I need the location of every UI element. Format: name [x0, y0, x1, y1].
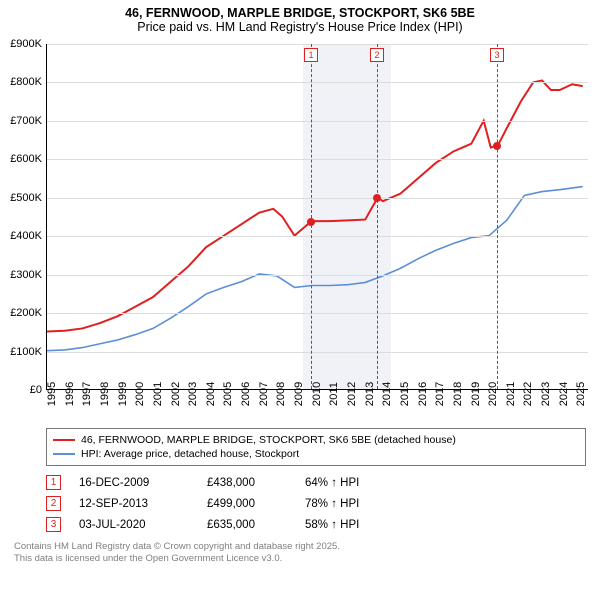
legend-label: 46, FERNWOOD, MARPLE BRIDGE, STOCKPORT, … [81, 434, 456, 446]
y-axis-label: £100K [10, 346, 42, 358]
x-axis-label: 2025 [575, 382, 600, 406]
y-axis-label: £0 [30, 384, 42, 396]
sale-row: 1 16-DEC-2009 £438,000 64% ↑ HPI [46, 472, 586, 493]
series-property [47, 80, 583, 331]
y-axis-label: £600K [10, 153, 42, 165]
legend-swatch-icon [53, 453, 75, 455]
sale-delta: 78% ↑ HPI [305, 498, 359, 510]
sale-date: 12-SEP-2013 [79, 498, 189, 510]
sale-delta: 58% ↑ HPI [305, 519, 359, 531]
y-axis-label: £800K [10, 76, 42, 88]
sale-point-icon [493, 142, 501, 150]
page-subtitle: Price paid vs. HM Land Registry's House … [10, 20, 590, 34]
sale-row: 2 12-SEP-2013 £499,000 78% ↑ HPI [46, 493, 586, 514]
y-axis-label: £500K [10, 192, 42, 204]
y-axis-label: £200K [10, 307, 42, 319]
sale-marker-badge: 1 [304, 48, 318, 62]
price-chart: £0 £100K £200K £300K £400K £500K £600K £700K £80… [6, 42, 590, 420]
sale-date: 16-DEC-2009 [79, 477, 189, 489]
legend-item: 46, FERNWOOD, MARPLE BRIDGE, STOCKPORT, … [53, 433, 579, 447]
legend-item: HPI: Average price, detached house, Stoc… [53, 447, 579, 461]
y-axis-label: £700K [10, 115, 42, 127]
sale-price: £499,000 [207, 498, 287, 510]
sale-point-icon [373, 194, 381, 202]
series-hpi [47, 187, 583, 351]
legend-swatch-icon [53, 439, 75, 441]
sale-badge: 2 [46, 496, 61, 511]
page-title: 46, FERNWOOD, MARPLE BRIDGE, STOCKPORT, … [10, 6, 590, 20]
sale-delta: 64% ↑ HPI [305, 477, 359, 489]
y-axis-label: £300K [10, 269, 42, 281]
attribution-footer: Contains HM Land Registry data © Crown c… [14, 541, 586, 565]
y-axis-label: £400K [10, 230, 42, 242]
y-axis-label: £900K [10, 38, 42, 50]
legend: 46, FERNWOOD, MARPLE BRIDGE, STOCKPORT, … [46, 428, 586, 466]
sale-marker-badge: 2 [370, 48, 384, 62]
sale-marker-badge: 3 [490, 48, 504, 62]
sale-marker-line [311, 44, 312, 389]
sale-price: £438,000 [207, 477, 287, 489]
sale-point-icon [307, 218, 315, 226]
footer-line: Contains HM Land Registry data © Crown c… [14, 541, 586, 553]
sale-marker-line [497, 44, 498, 389]
sales-table: 1 16-DEC-2009 £438,000 64% ↑ HPI 2 12-SEP-201… [46, 472, 586, 535]
sale-date: 03-JUL-2020 [79, 519, 189, 531]
sale-badge: 3 [46, 517, 61, 532]
sale-row: 3 03-JUL-2020 £635,000 58% ↑ HPI [46, 514, 586, 535]
legend-label: HPI: Average price, detached house, Stoc… [81, 448, 299, 460]
sale-marker-line [377, 44, 378, 389]
footer-line: This data is licensed under the Open Gov… [14, 553, 586, 565]
sale-price: £635,000 [207, 519, 287, 531]
sale-badge: 1 [46, 475, 61, 490]
